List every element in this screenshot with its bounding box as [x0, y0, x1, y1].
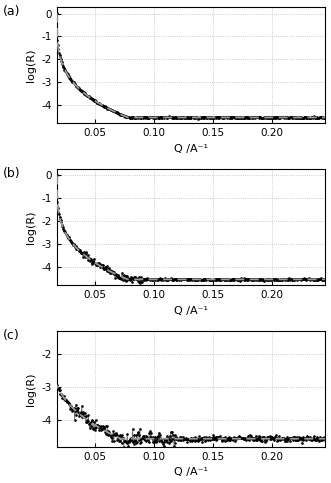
Text: (c): (c) — [3, 329, 20, 342]
Y-axis label: log(R): log(R) — [26, 210, 36, 243]
Y-axis label: log(R): log(R) — [26, 372, 36, 406]
Text: (a): (a) — [3, 5, 21, 18]
X-axis label: Q /A⁻¹: Q /A⁻¹ — [174, 468, 208, 477]
X-axis label: Q /A⁻¹: Q /A⁻¹ — [174, 143, 208, 154]
X-axis label: Q /A⁻¹: Q /A⁻¹ — [174, 306, 208, 315]
Y-axis label: log(R): log(R) — [26, 48, 36, 82]
Text: (b): (b) — [3, 168, 21, 181]
